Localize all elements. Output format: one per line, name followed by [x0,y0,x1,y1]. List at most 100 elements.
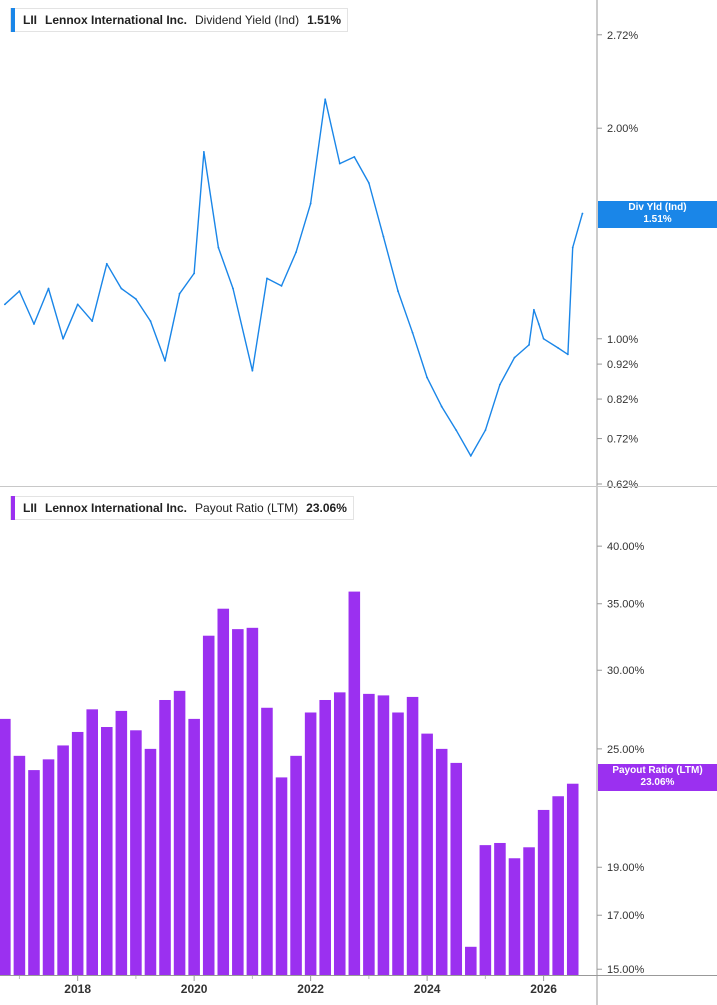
payout-ratio-bar [246,627,259,975]
dividend-yield-flag: Div Yld (Ind) 1.51% [598,201,717,228]
data-point [537,323,540,325]
payout-ratio-bar [552,796,564,975]
payout-ratio-bar [115,710,128,975]
payout-ratio-bar [508,858,521,975]
flag-value: 23.06% [640,777,675,788]
data-point [581,212,584,215]
data-point [178,292,181,295]
data-point [149,320,152,322]
data-point [455,429,458,432]
payout-ratio-bar [188,718,200,975]
data-point [533,308,535,311]
payout-ratio-bar [290,755,302,975]
y-tick-label: 30.00% [607,665,645,677]
data-point [232,287,234,290]
payout-ratio-bar [537,809,550,975]
dividend-yield-swatch [11,8,15,32]
flag-label: Payout Ratio (LTM) [612,765,703,776]
payout-ratio-bar [261,707,273,975]
payout-ratio-bar [144,748,157,975]
data-point [528,344,530,346]
data-point [33,323,35,325]
dividend-yield-panel: 2.72% 2.00% 1.00% 0.92% 0.82% 0.72% 0.62% [3,30,638,491]
payout-ratio-bar [57,745,69,975]
y-tick-label: 2.00% [607,123,638,135]
payout-ratio-bar [392,712,404,975]
data-point [484,429,487,432]
payout-ratio-bar [86,709,98,975]
x-tick-label: 2026 [530,982,557,996]
y-tick-label: 15.00% [607,964,645,976]
data-point [135,298,137,300]
dividend-yield-legend[interactable]: LII Lennox International Inc. Dividend Y… [10,8,349,32]
data-point [397,290,399,292]
payout-ratio-bar [217,608,230,975]
data-point [411,331,414,334]
data-point [266,277,268,280]
payout-ratio-legend[interactable]: LII Lennox International Inc. Payout Rat… [10,496,354,520]
y-tick-label: 40.00% [607,541,645,553]
data-point [426,376,429,379]
y-tick-label: 0.72% [607,434,638,446]
payout-ratio-bar [523,847,535,975]
payout-ratio-flag: Payout Ratio (LTM) 23.06% [598,764,717,791]
data-point [120,287,123,290]
legend-metric: Dividend Yield (Ind) [195,13,300,27]
data-point [353,155,356,158]
payout-ratio-bar [101,727,113,975]
data-point [513,356,516,359]
payout-ratio-bar [173,690,186,975]
data-point [324,98,327,101]
data-point [382,235,385,238]
payout-ratio-bar [130,730,142,975]
data-point [280,285,283,287]
data-point [47,287,50,290]
payout-ratio-swatch [11,496,15,520]
payout-ratio-bar [202,635,215,975]
data-point [164,359,166,362]
data-point [440,405,443,408]
data-point [542,337,545,340]
payout-ratio-bar [348,591,361,975]
legend-ticker: LII [23,501,37,515]
payout-ratio-bar [377,695,390,975]
data-point [251,369,254,372]
payout-ratio-bar [435,748,448,975]
payout-ratio-bar [71,731,84,975]
dividend-yield-line [4,98,584,457]
payout-ratio-bar [319,699,331,975]
y-tick-label: 0.92% [607,359,638,371]
payout-ratio-bar [13,755,26,975]
data-point [202,150,205,153]
data-point [566,353,569,356]
legend-company: Lennox International Inc. [45,501,188,515]
flag-value: 1.51% [643,214,672,225]
payout-ratio-bar [333,692,346,975]
x-tick-label: 2020 [181,982,208,996]
legend-ticker: LII [23,13,37,27]
date-axis: 2018 2020 2022 2024 2026 [18,975,557,996]
payout-ratio-bar [232,629,244,975]
data-point [91,320,94,322]
y-tick-label: 17.00% [607,910,645,922]
data-point [367,182,370,184]
data-point [469,455,472,457]
legend-metric: Payout Ratio (LTM) [195,501,299,515]
payout-ratio-bar [406,696,419,975]
data-point [3,303,6,306]
data-point [105,262,108,265]
payout-ratio-bar [0,718,11,975]
data-point [62,337,64,340]
legend-company: Lennox International Inc. [45,13,188,27]
payout-ratio-bar [363,693,375,975]
y-tick-label: 0.62% [607,479,638,491]
x-tick-label: 2024 [414,982,441,996]
x-tick-label: 2022 [297,982,324,996]
y-tick-label: 1.00% [607,334,638,346]
data-point [18,290,21,292]
y-tick-label: 2.72% [607,30,638,42]
data-point [571,246,574,249]
y-tick-label: 25.00% [607,744,645,756]
